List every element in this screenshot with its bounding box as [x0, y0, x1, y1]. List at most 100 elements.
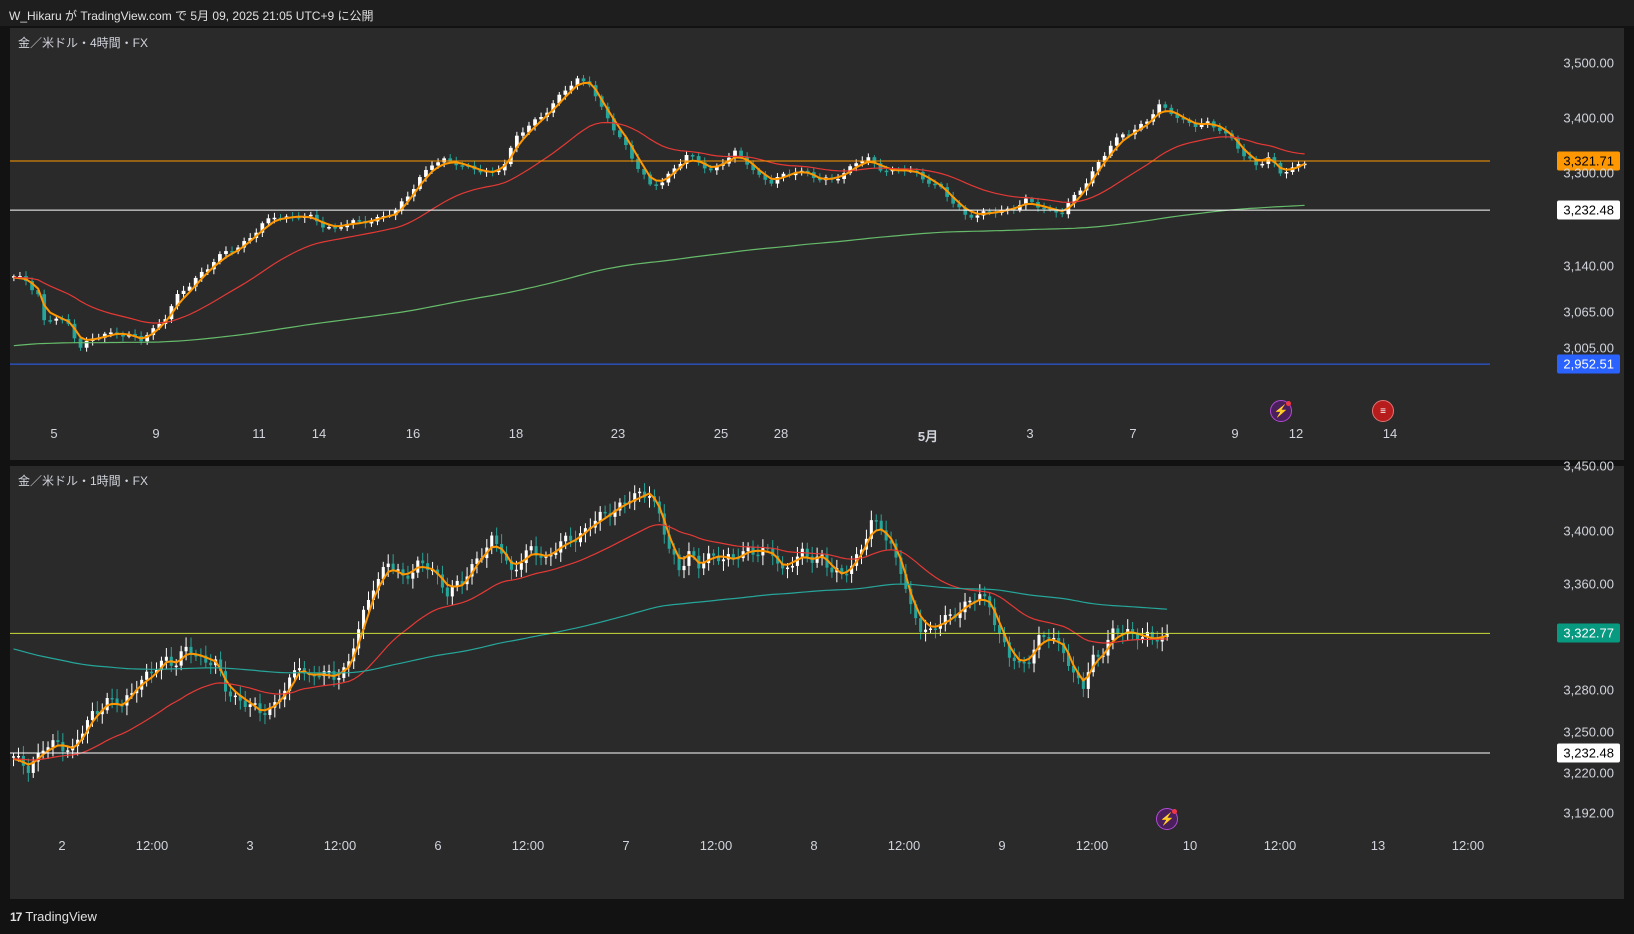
candle-body	[757, 170, 762, 175]
price-axis-tick: 3,192.00	[1563, 805, 1614, 821]
candle-body	[426, 563, 430, 570]
candle-body	[1193, 123, 1198, 128]
candle-body	[297, 668, 301, 671]
candle-body	[1248, 156, 1252, 159]
price-axis-tick: 3,360.00	[1563, 576, 1614, 592]
candle-body	[386, 563, 390, 568]
time-axis-tick: 12:00	[887, 838, 921, 853]
candle-body	[175, 293, 180, 307]
candle-body	[529, 546, 533, 551]
candle-body	[781, 173, 786, 177]
price-axis-tick: 3,250.00	[1563, 724, 1614, 740]
candle-body	[41, 750, 45, 753]
candle-body	[795, 556, 799, 566]
candle-body	[1057, 637, 1061, 643]
candle-body	[317, 675, 321, 678]
candle-body	[366, 599, 371, 610]
candle-body	[769, 179, 774, 184]
mid-ma-line	[13, 121, 1305, 324]
candle-body	[860, 161, 865, 164]
candle-body	[174, 665, 178, 668]
candle-body	[1054, 209, 1059, 213]
candle-body	[36, 290, 40, 295]
candle-body	[181, 290, 186, 294]
candle-body	[716, 555, 721, 562]
candle-body	[1145, 631, 1149, 638]
candle-body	[470, 564, 474, 577]
candle-body	[1032, 649, 1036, 664]
candle-body	[1078, 190, 1083, 195]
candle-body	[46, 747, 50, 751]
price-line-label: 3,232.48	[1557, 743, 1620, 763]
candle-body	[1027, 662, 1031, 664]
candle-body	[164, 656, 168, 661]
candle-body	[61, 742, 65, 752]
candle-body	[347, 661, 351, 668]
time-axis-tick: 14	[1382, 426, 1398, 441]
price-line-label: 3,322.77	[1557, 623, 1620, 643]
candle-body	[16, 755, 20, 758]
tradingview-logo[interactable]: 17 TradingView	[10, 909, 97, 924]
candle-body	[1242, 148, 1246, 157]
candle-body	[1116, 628, 1120, 634]
lightning-icon[interactable]: ⚡	[1270, 400, 1292, 422]
candle-body	[1024, 198, 1028, 206]
candle-body	[18, 276, 22, 278]
candle-body	[1096, 162, 1101, 172]
price-axis-tick: 3,280.00	[1563, 682, 1614, 698]
candle-body	[647, 496, 652, 498]
candle-body	[948, 614, 952, 616]
candle-body	[322, 671, 326, 677]
candle-body	[1224, 130, 1228, 134]
candle-body	[72, 323, 77, 339]
time-axis-tick: 9	[1231, 426, 1239, 441]
fast-ma-line	[13, 81, 1306, 342]
candle-body	[1145, 121, 1149, 124]
us-flag-icon[interactable]: ≡	[1372, 400, 1394, 422]
candle-body	[775, 176, 780, 184]
candle-body	[869, 520, 873, 539]
candle-body	[455, 580, 459, 587]
candle-body	[790, 565, 794, 568]
price-axis-tick: 3,140.00	[1563, 258, 1614, 274]
tradingview-logo-mark: 17	[10, 909, 22, 924]
candle-body	[642, 168, 646, 175]
candle-body	[460, 580, 464, 585]
candle-body	[436, 162, 440, 166]
candle-body	[327, 670, 331, 673]
candle-body	[205, 269, 210, 272]
candle-body	[1266, 157, 1271, 164]
candle-body	[100, 710, 104, 715]
time-axis-tick: 16	[405, 426, 421, 441]
candle-body	[454, 161, 459, 166]
candle-body	[184, 646, 188, 652]
candle-body	[554, 552, 558, 555]
candle-body	[533, 119, 537, 126]
candle-body	[448, 158, 453, 162]
candle-body	[1205, 121, 1210, 124]
candle-body	[263, 713, 267, 716]
candle-body	[968, 600, 972, 603]
candle-body	[357, 220, 362, 222]
candle-body	[933, 628, 937, 630]
chart-canvas-4h[interactable]	[10, 28, 1624, 460]
time-axis-tick: 9	[998, 838, 1006, 853]
chart-pane-4h[interactable]: 金／米ドル・4時間・FX 3,321.71 3,232.48 2,952.51 3,5…	[10, 28, 1624, 460]
candle-body	[362, 609, 366, 630]
chart-canvas-1h[interactable]	[10, 466, 1624, 899]
candle-body	[521, 132, 525, 136]
mid-ma-line	[13, 523, 1168, 761]
chart-pane-1h[interactable]: 金／米ドル・1時間・FX 3,322.77 3,232.48 3,450.00 3,4…	[10, 459, 1624, 899]
candle-body	[672, 548, 676, 555]
candle-body	[1012, 657, 1016, 661]
lightning-icon[interactable]: ⚡	[1156, 808, 1178, 830]
candle-body	[519, 563, 523, 570]
candle-body	[786, 567, 790, 570]
candle-body	[381, 567, 385, 579]
candle-body	[756, 554, 760, 557]
candle-body	[1217, 127, 1222, 131]
time-axis-tick: 18	[508, 426, 524, 441]
candle-body	[110, 697, 114, 700]
candle-body	[613, 510, 617, 517]
candle-body	[430, 165, 434, 170]
